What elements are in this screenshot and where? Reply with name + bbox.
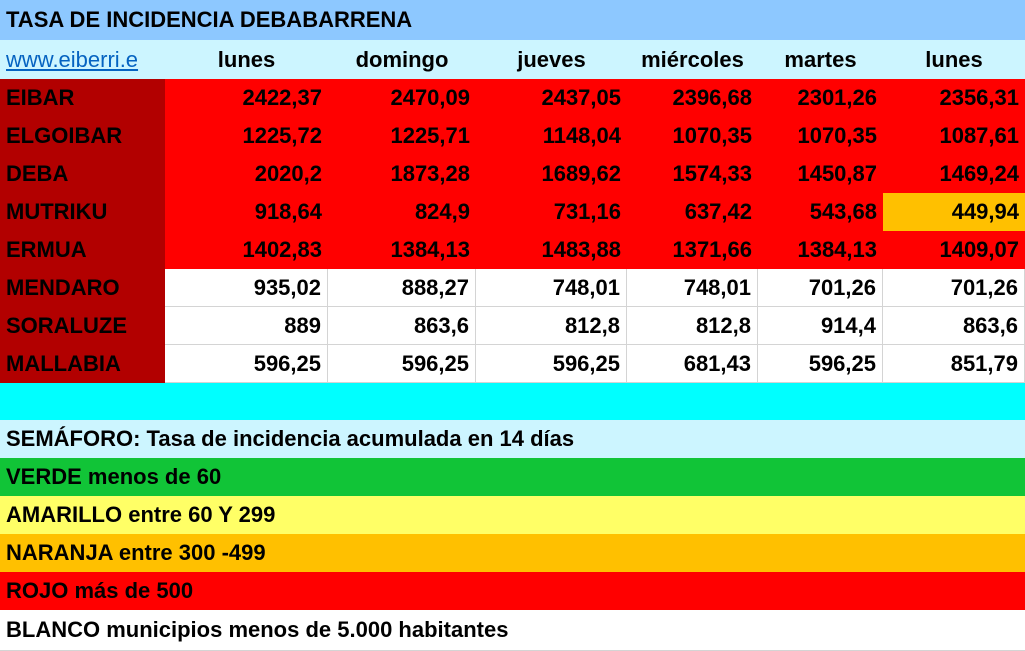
incidence-value-cell: 731,16 (476, 193, 627, 231)
legend-green-row: VERDE menos de 60 (0, 458, 1025, 496)
legend-yellow-row: AMARILLO entre 60 Y 299 (0, 496, 1025, 534)
incidence-value-cell: 2301,26 (758, 79, 883, 117)
incidence-value-cell: 637,42 (627, 193, 758, 231)
day-header: lunes (217, 46, 276, 72)
municipality-name: MENDARO (0, 269, 165, 307)
incidence-value-cell: 1070,35 (758, 117, 883, 155)
incidence-value-cell: 596,25 (476, 345, 627, 383)
legend-orange-row: NARANJA entre 300 -499 (0, 534, 1025, 572)
table-row: SORALUZE 889 863,6 812,8 812,8 914,4 863,6 (0, 307, 1025, 345)
incidence-value-cell: 1469,24 (883, 155, 1025, 193)
incidence-value-cell: 851,79 (883, 345, 1025, 383)
table-row: ERMUA 1402,83 1384,13 1483,88 1371,66 1384,13… (0, 231, 1025, 269)
incidence-value-cell: 824,9 (328, 193, 476, 231)
incidence-value-cell: 596,25 (165, 345, 328, 383)
incidence-value-cell: 1087,61 (883, 117, 1025, 155)
incidence-value-cell: 918,64 (165, 193, 328, 231)
sheet-title: TASA DE INCIDENCIA DEBABARRENA (6, 7, 413, 32)
incidence-value-cell: 1225,71 (328, 117, 476, 155)
day-header: domingo (355, 46, 449, 72)
header-row: www.eiberri.e lunes domingo jueves miérc… (0, 40, 1025, 79)
legend-heading-row: SEMÁFORO: Tasa de incidencia acumulada e… (0, 420, 1025, 458)
table-row: MENDARO 935,02 888,27 748,01 748,01 701,26 701… (0, 269, 1025, 307)
legend-white-row: BLANCO municipios menos de 5.000 habitan… (0, 610, 1025, 651)
municipality-name: ERMUA (0, 231, 165, 269)
day-header: jueves (517, 46, 586, 72)
incidence-value-cell: 701,26 (883, 269, 1025, 307)
legend-red: ROJO más de 500 (0, 572, 1025, 610)
incidence-value-cell: 1148,04 (476, 117, 627, 155)
day-header: lunes (925, 46, 983, 72)
municipality-name: DEBA (0, 155, 165, 193)
municipality-name: EIBAR (0, 79, 165, 117)
incidence-value-cell: 596,25 (758, 345, 883, 383)
legend-green: VERDE menos de 60 (0, 458, 1025, 496)
legend-white: BLANCO municipios menos de 5.000 habitan… (0, 610, 1025, 651)
incidence-value-cell: 1371,66 (627, 231, 758, 269)
incidence-value-cell: 596,25 (328, 345, 476, 383)
municipality-name: MUTRIKU (0, 193, 165, 231)
title-row: TASA DE INCIDENCIA DEBABARRENA (0, 0, 1025, 40)
incidence-value-cell: 1070,35 (627, 117, 758, 155)
legend-red-row: ROJO más de 500 (0, 572, 1025, 610)
incidence-value-cell: 1483,88 (476, 231, 627, 269)
incidence-value-cell: 935,02 (165, 269, 328, 307)
spacer-cell (0, 383, 1025, 420)
day-header: miércoles (641, 46, 744, 72)
incidence-value-cell: 1384,13 (328, 231, 476, 269)
incidence-value-cell: 1873,28 (328, 155, 476, 193)
municipality-name: MALLABIA (0, 345, 165, 383)
incidence-value-cell: 2422,37 (165, 79, 328, 117)
incidence-value-cell: 812,8 (476, 307, 627, 345)
spacer-row (0, 383, 1025, 420)
incidence-value-cell: 1450,87 (758, 155, 883, 193)
table-row: DEBA 2020,2 1873,28 1689,62 1574,33 1450,87 14… (0, 155, 1025, 193)
incidence-value-cell: 914,4 (758, 307, 883, 345)
legend-yellow: AMARILLO entre 60 Y 299 (0, 496, 1025, 534)
incidence-value-cell: 863,6 (883, 307, 1025, 345)
municipality-name: ELGOIBAR (0, 117, 165, 155)
website-link[interactable]: www.eiberri.e (6, 46, 139, 72)
table-row: ELGOIBAR 1225,72 1225,71 1148,04 1070,35 1070… (0, 117, 1025, 155)
incidence-value-cell: 748,01 (627, 269, 758, 307)
incidence-value-cell: 2396,68 (627, 79, 758, 117)
incidence-value-cell: 1225,72 (165, 117, 328, 155)
incidence-value-cell: 1689,62 (476, 155, 627, 193)
incidence-value-cell: 1574,33 (627, 155, 758, 193)
incidence-value-cell: 681,43 (627, 345, 758, 383)
table-row: EIBAR 2422,37 2470,09 2437,05 2396,68 2301,26… (0, 79, 1025, 117)
incidence-value-cell: 2470,09 (328, 79, 476, 117)
incidence-value-cell: 1402,83 (165, 231, 328, 269)
incidence-value-cell: 2020,2 (165, 155, 328, 193)
incidence-value-cell: 863,6 (328, 307, 476, 345)
incidence-value-cell: 889 (165, 307, 328, 345)
incidence-value-cell: 812,8 (627, 307, 758, 345)
incidence-value-cell: 748,01 (476, 269, 627, 307)
incidence-value-cell: 888,27 (328, 269, 476, 307)
incidence-value-cell: 449,94 (883, 193, 1025, 231)
legend-heading: SEMÁFORO: Tasa de incidencia acumulada e… (0, 420, 1025, 458)
incidence-value-cell: 1409,07 (883, 231, 1025, 269)
incidence-value-cell: 701,26 (758, 269, 883, 307)
table-row: MUTRIKU 918,64 824,9 731,16 637,42 543,68 449,… (0, 193, 1025, 231)
table-row: MALLABIA 596,25 596,25 596,25 681,43 596,25 85… (0, 345, 1025, 383)
incidence-value-cell: 2356,31 (883, 79, 1025, 117)
incidence-value-cell: 543,68 (758, 193, 883, 231)
incidence-value-cell: 1384,13 (758, 231, 883, 269)
municipality-name: SORALUZE (0, 307, 165, 345)
day-header: martes (784, 46, 857, 72)
incidence-value-cell: 2437,05 (476, 79, 627, 117)
legend-orange: NARANJA entre 300 -499 (0, 534, 1025, 572)
